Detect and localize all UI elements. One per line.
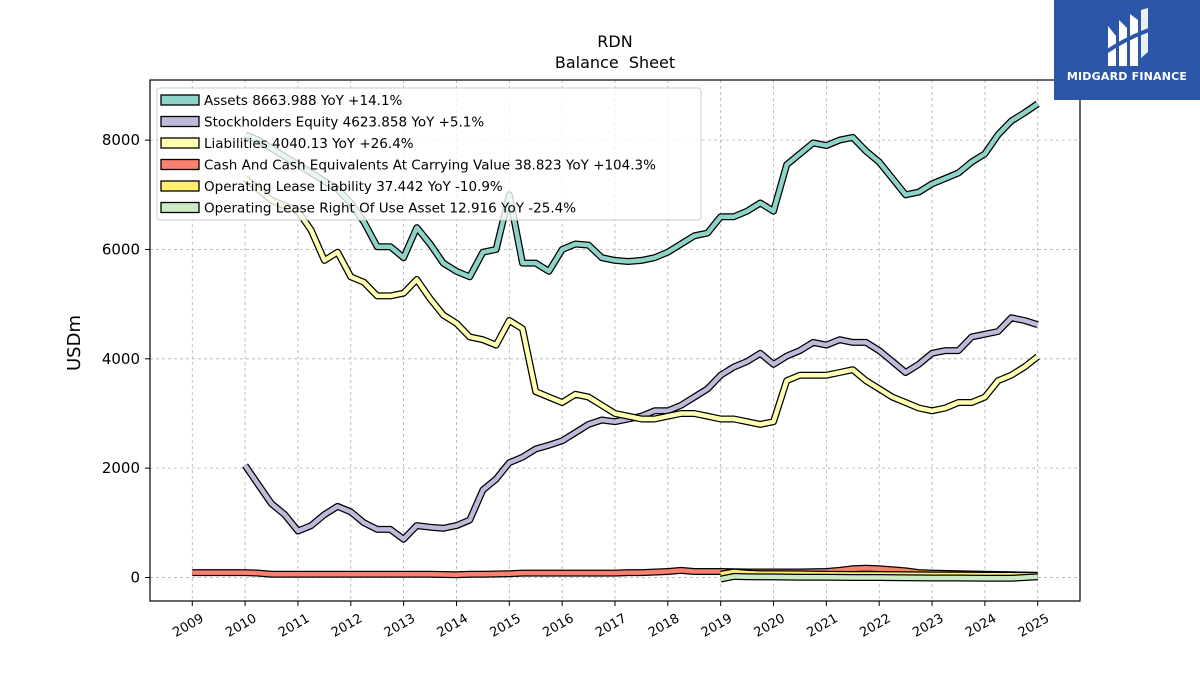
x-tick-label: 2009: [170, 611, 206, 641]
x-tick-label: 2014: [435, 611, 471, 641]
x-tick-label: 2019: [699, 611, 735, 641]
legend-label: Assets 8663.988 YoY +14.1%: [204, 93, 403, 109]
x-tick-label: 2022: [857, 611, 893, 641]
legend-swatch: [160, 137, 200, 149]
x-tick-label: 2010: [223, 611, 259, 641]
x-tick-label: 2015: [487, 611, 523, 641]
series-line-2: [243, 315, 1039, 542]
legend-swatch: [160, 94, 200, 106]
chart-title: RDN: [597, 32, 632, 51]
y-tick-label: 8000: [102, 131, 140, 149]
x-tick-label: 2012: [329, 611, 365, 641]
chart-subtitle: Balance Sheet: [555, 53, 675, 72]
series-line-6: [720, 574, 1038, 582]
series-line-3: [243, 176, 1040, 427]
legend: Assets 8663.988 YoY +14.1% Stockholders E…: [156, 87, 702, 221]
series-outline-2: [242, 314, 1039, 543]
x-tick-label: 2016: [540, 611, 576, 641]
brand-logo: MIDGARD FINANCE: [1054, 0, 1200, 100]
legend-label: Liabilities 4040.13 YoY +26.4%: [204, 136, 414, 152]
y-tick-label: 2000: [102, 459, 140, 477]
y-tick-label: 0: [130, 568, 140, 586]
x-tick-label: 2023: [910, 611, 946, 641]
x-tick-label: 2024: [963, 611, 999, 641]
legend-label: Operating Lease Liability 37.442 YoY -10…: [204, 179, 503, 195]
x-tick-label: 2013: [382, 611, 418, 641]
x-tick-label: 2017: [593, 611, 629, 641]
x-tick-label: 2011: [276, 611, 312, 641]
x-tick-label: 2021: [805, 611, 841, 641]
series-line-4: [192, 565, 1038, 578]
series-layer: [192, 100, 1040, 583]
x-tick-label: 2025: [1016, 611, 1052, 641]
brand-mark-icon: [1104, 8, 1150, 66]
legend-swatch: [160, 158, 200, 171]
y-tick-label: 4000: [102, 350, 140, 368]
legend-swatch: [160, 201, 200, 214]
legend-label: Stockholders Equity 4623.858 YoY +5.1%: [204, 115, 484, 131]
legend-label: Cash And Cash Equivalents At Carrying Va…: [204, 158, 656, 174]
x-tick-label: 2018: [646, 611, 682, 641]
y-axis-label: USDm: [64, 315, 85, 371]
legend-swatch: [160, 115, 200, 128]
series-line-1: [244, 101, 1039, 280]
x-tick-label: 2020: [752, 611, 788, 641]
legend-swatch: [160, 180, 200, 192]
brand-name: MIDGARD FINANCE: [1066, 70, 1188, 83]
legend-box: [156, 87, 702, 221]
legend-label: Operating Lease Right Of Use Asset 12.91…: [204, 201, 576, 217]
y-tick-label: 6000: [102, 240, 140, 258]
